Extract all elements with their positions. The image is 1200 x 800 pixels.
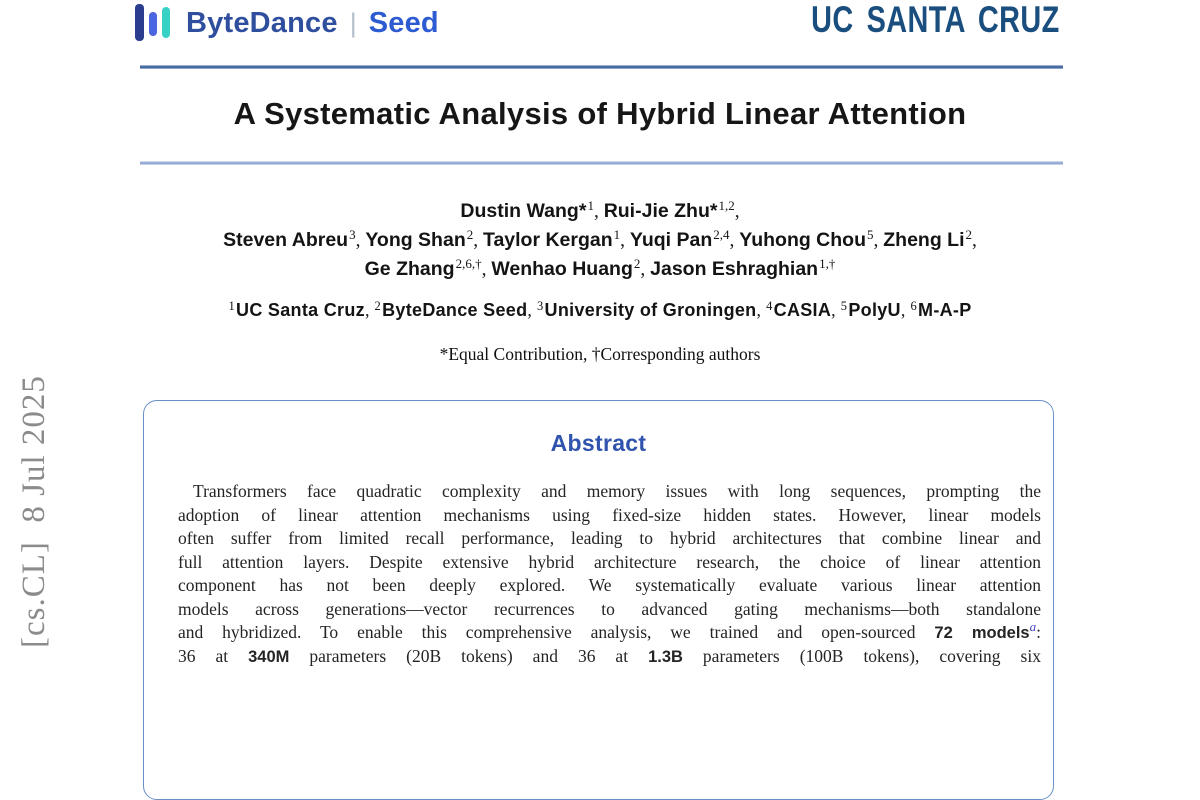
abstract-text-segment: parameters (20B tokens) and 36 at xyxy=(289,645,649,666)
logo-bar-dark xyxy=(135,4,144,41)
abstract-text-segment: 36 at xyxy=(178,645,249,666)
footnote-marker: a xyxy=(1029,619,1037,634)
page-header: ByteDance | Seed UC SANTA CRUZ xyxy=(135,0,1060,46)
abstract-line: 36 at 340M parameters (20B tokens) and 3… xyxy=(178,645,1041,669)
author-separator: , xyxy=(972,230,977,251)
author-line: Ge Zhang2,6,†, Wenhao Huang2, Jason Eshr… xyxy=(0,255,1200,284)
affiliation-name: PolyU xyxy=(848,300,901,320)
author-separator: , xyxy=(734,201,740,222)
affiliation-separator: , xyxy=(900,300,911,320)
author-name: Yuhong Chou xyxy=(739,229,867,251)
author-superscript: 2 xyxy=(633,256,641,271)
author-name: Yuqi Pan xyxy=(629,229,713,251)
arxiv-watermark: [cs.CL] 8 Jul 2025 xyxy=(16,334,64,648)
author-name: Jason Eshraghian xyxy=(650,258,819,280)
page-title: A Systematic Analysis of Hybrid Linear A… xyxy=(233,96,967,131)
author-superscript: 1,† xyxy=(819,256,836,271)
author-superscript: 5 xyxy=(867,227,874,242)
author-separator: , xyxy=(473,230,483,251)
contribution-note: *Equal Contribution, †Corresponding auth… xyxy=(439,344,761,364)
uc-santa-cruz-wordmark: UC SANTA CRUZ xyxy=(811,0,1060,40)
logo-bar-teal xyxy=(162,7,170,38)
author-name: Rui-Jie Zhu* xyxy=(603,200,718,222)
abstract-line: often suffer from limited recall perform… xyxy=(178,527,1041,551)
author-superscript: 2,6,† xyxy=(455,256,482,271)
abstract-text: Transformers face quadratic complexity a… xyxy=(178,480,1041,668)
abstract-text-segment: Transformers face quadratic complexity a… xyxy=(193,481,1041,501)
affiliation-superscript: 5 xyxy=(840,299,848,313)
affiliation-separator: , xyxy=(831,300,841,320)
affiliation-name: M-A-P xyxy=(918,300,972,320)
author-separator: , xyxy=(355,230,366,251)
abstract-text-segment: and hybridized. To enable this comprehen… xyxy=(178,622,935,642)
author-separator: , xyxy=(481,259,492,280)
abstract-text-segment: component has not been deeply explored. … xyxy=(178,575,1041,595)
abstract-text-segment: models across generations—vector recurre… xyxy=(178,598,1041,619)
author-superscript: 2 xyxy=(466,227,474,242)
abstract-box: Abstract Transformers face quadratic com… xyxy=(143,400,1054,800)
abstract-bold-segment: 340M xyxy=(248,647,290,666)
author-name: Steven Abreu xyxy=(223,229,349,251)
author-separator: , xyxy=(593,201,604,222)
affiliation-name: University of Groningen xyxy=(544,300,757,320)
author-line: Dustin Wang*1, Rui-Jie Zhu*1,2, xyxy=(0,197,1200,226)
author-superscript: 1 xyxy=(587,198,594,213)
abstract-text-segment: parameters (100B tokens), covering six xyxy=(682,645,1041,666)
abstract-line: component has not been deeply explored. … xyxy=(178,574,1041,598)
author-name: Zheng Li xyxy=(883,229,965,251)
bytedance-logo-icon xyxy=(135,3,173,43)
abstract-text-segment: : xyxy=(1036,622,1041,642)
author-name: Taylor Kergan xyxy=(482,229,613,251)
author-superscript: 1 xyxy=(613,227,621,242)
affiliation-name: CASIA xyxy=(773,300,832,320)
author-name: Ge Zhang xyxy=(364,258,455,280)
author-superscript: 1,2 xyxy=(718,198,735,213)
abstract-line: adoption of linear attention mechanisms … xyxy=(178,504,1041,528)
author-superscript: 2 xyxy=(965,227,973,242)
author-separator: , xyxy=(640,259,651,280)
affiliation-name: UC Santa Cruz xyxy=(236,300,365,320)
affiliation-superscript: 4 xyxy=(766,299,773,313)
arxiv-watermark-text: [cs.CL] 8 Jul 2025 xyxy=(16,375,52,648)
abstract-heading: Abstract xyxy=(550,430,647,456)
affiliation-separator: , xyxy=(527,300,537,320)
bytedance-seed-logo: ByteDance | Seed xyxy=(135,2,439,44)
logo-separator: | xyxy=(349,7,357,38)
author-separator: , xyxy=(620,230,630,251)
affiliation-separator: , xyxy=(364,300,375,320)
affiliation-superscript: 6 xyxy=(910,299,918,313)
author-name: Yong Shan xyxy=(365,229,466,251)
author-superscript: 2,4 xyxy=(713,227,730,242)
affiliation-separator: , xyxy=(756,300,767,320)
author-separator: , xyxy=(873,230,884,251)
author-name: Wenhao Huang xyxy=(491,258,633,280)
abstract-bold-segment: 1.3B xyxy=(648,647,683,666)
header-divider xyxy=(140,65,1063,69)
affiliation-superscript: 2 xyxy=(374,299,382,313)
logo-bar-blue xyxy=(149,12,157,36)
abstract-line: full attention layers. Despite extensive… xyxy=(178,551,1041,575)
author-name: Dustin Wang* xyxy=(460,200,587,222)
affiliation-name: ByteDance Seed xyxy=(382,300,528,320)
abstract-text-segment: adoption of linear attention mechanisms … xyxy=(178,504,1041,525)
abstract-line: and hybridized. To enable this comprehen… xyxy=(178,619,1041,645)
author-superscript: 3 xyxy=(349,227,356,242)
author-separator: , xyxy=(729,230,740,251)
abstract-line: Transformers face quadratic complexity a… xyxy=(178,480,1041,504)
affiliation-superscript: 3 xyxy=(536,299,544,313)
abstract-bold-segment: 72 models xyxy=(934,624,1030,642)
author-lines: Dustin Wang*1, Rui-Jie Zhu*1,2, Steven Ab… xyxy=(0,197,1200,284)
affiliations-line: 1UC Santa Cruz, 2ByteDance Seed, 3Univer… xyxy=(0,300,1200,321)
author-line: Steven Abreu3, Yong Shan2, Taylor Kergan… xyxy=(0,226,1200,255)
abstract-text-segment: often suffer from limited recall perform… xyxy=(178,528,1041,548)
abstract-line: models across generations—vector recurre… xyxy=(178,598,1041,622)
bytedance-wordmark: ByteDance xyxy=(186,6,338,39)
title-divider xyxy=(140,161,1063,165)
affiliation-superscript: 1 xyxy=(228,299,236,313)
seed-wordmark: Seed xyxy=(368,6,439,39)
abstract-text-segment: full attention layers. Despite extensive… xyxy=(178,551,1041,572)
